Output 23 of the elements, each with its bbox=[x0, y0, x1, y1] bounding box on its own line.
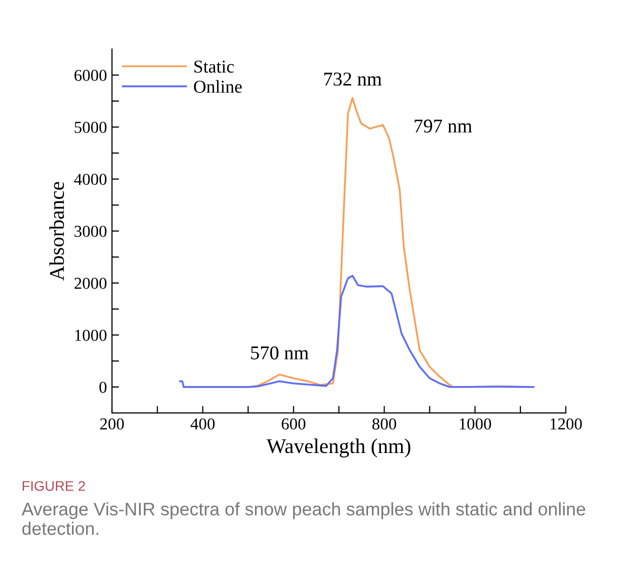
y-tick-label: 1000 bbox=[75, 330, 106, 341]
line-series bbox=[179, 274, 534, 388]
x-tick-label: 600 bbox=[282, 418, 306, 430]
y-tick-label: 5000 bbox=[74, 122, 106, 134]
y-tick-label: 6000 bbox=[74, 70, 106, 82]
x-tick-label: 1000 bbox=[460, 418, 492, 430]
annotation: 732 nm bbox=[324, 72, 382, 86]
x-tick-label: 1200 bbox=[550, 418, 582, 430]
y-tick-label: 0 bbox=[99, 382, 106, 393]
caption: FIGURE 2 bbox=[22, 481, 85, 491]
legend-label: Static bbox=[194, 60, 234, 73]
x-axis-title: Wavelength (nm) bbox=[266, 438, 410, 458]
legend-label: Online bbox=[194, 80, 242, 93]
x-tick-label: 400 bbox=[190, 418, 215, 430]
y-tick-label: 3000 bbox=[74, 226, 106, 237]
y-axis-title: Absorbance bbox=[49, 182, 64, 281]
x-tick-label: 800 bbox=[372, 418, 396, 430]
y-tick-label: 4000 bbox=[74, 174, 106, 185]
y-tick-label: 2000 bbox=[74, 278, 106, 289]
annotation: 797 nm bbox=[414, 120, 472, 133]
annotation: 570 nm bbox=[251, 346, 309, 360]
text: Average Vis-NIR spectra of snow peach samples with static and online detection. bbox=[22, 502, 586, 535]
x-tick-label: 200 bbox=[100, 418, 124, 430]
